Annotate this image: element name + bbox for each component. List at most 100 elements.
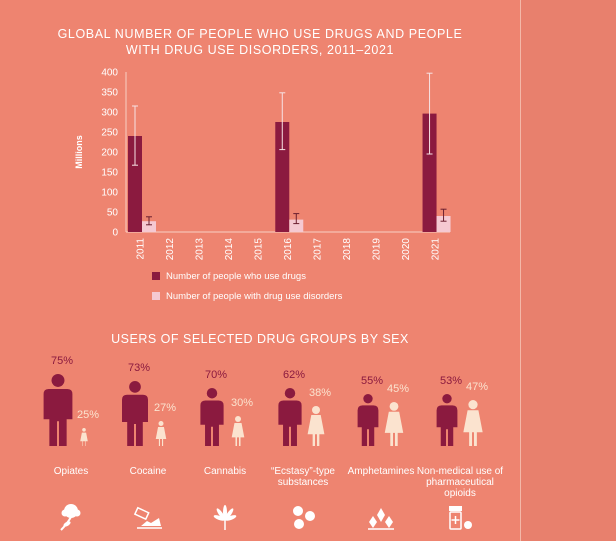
male-figure — [200, 388, 224, 446]
cannabis-leaflet — [213, 515, 226, 521]
group-label: Non-medical use of pharmaceutical opioid… — [416, 466, 504, 499]
female-percent: 30% — [231, 397, 253, 409]
cannabis-leaflet — [224, 515, 237, 521]
male-figure — [278, 388, 302, 446]
x-tick-label: 2021 — [430, 238, 441, 261]
male-percent: 53% — [440, 375, 462, 387]
male-body — [122, 394, 148, 446]
chart-title: GLOBAL NUMBER OF PEOPLE WHO USE DRUGS AN… — [57, 27, 463, 57]
bar — [142, 221, 156, 232]
bottle-cross — [451, 516, 460, 524]
pills-icon — [293, 506, 315, 529]
legend-label-disorders: Number of people with drug use disorders — [166, 290, 343, 302]
legend-swatch-disorders — [152, 292, 160, 300]
legend-swatch-users — [152, 272, 160, 280]
male-percent: 75% — [51, 355, 73, 367]
x-tick-label: 2016 — [283, 238, 294, 261]
infographic-panel — [520, 0, 521, 541]
female-body — [307, 415, 325, 446]
cocaine-icon — [133, 506, 162, 529]
male-head — [51, 374, 65, 387]
x-tick-label: 2019 — [371, 238, 382, 261]
female-head — [312, 406, 320, 414]
crystal — [377, 508, 385, 522]
pill — [464, 521, 472, 529]
crystals-icon — [368, 508, 394, 530]
y-tick-label: 250 — [101, 128, 118, 139]
female-figure — [155, 421, 167, 446]
female-body — [384, 411, 404, 446]
male-percent: 55% — [361, 375, 383, 387]
male-body — [200, 400, 224, 446]
x-tick-label: 2011 — [136, 238, 147, 260]
y-tick-label: 200 — [101, 148, 118, 159]
y-tick-label: 0 — [112, 228, 118, 239]
poppy-petal — [61, 509, 69, 517]
male-figure — [357, 394, 379, 446]
x-tick-label: 2020 — [401, 238, 412, 261]
pill-bottle-icon — [449, 506, 472, 530]
bar — [422, 113, 437, 232]
bar-chart: 0 50 100 150 200 250 300 350 400 Millions 2011 2012… — [74, 68, 451, 261]
y-tick-label: 100 — [101, 188, 118, 199]
pill — [293, 506, 303, 516]
poppy-icon — [60, 504, 81, 531]
female-percent: 45% — [387, 383, 409, 395]
male-percent: 70% — [205, 369, 227, 381]
female-percent: 25% — [77, 409, 99, 421]
bar — [128, 136, 142, 232]
group-label: Amphetamines — [347, 466, 415, 477]
legend-item-disorders: Number of people with drug use disorders — [152, 286, 342, 306]
female-figure — [384, 402, 404, 446]
group-label: “Ecstasy”-type substances — [271, 466, 335, 488]
male-head — [206, 388, 218, 399]
female-body — [463, 410, 483, 446]
x-tick-label: 2013 — [195, 238, 206, 261]
cannabis-leaflet — [216, 508, 226, 521]
male-head — [129, 381, 141, 393]
cannabis-leaflet — [224, 508, 234, 521]
female-percent: 27% — [154, 402, 176, 414]
male-body — [43, 388, 73, 446]
x-tick-label: 2012 — [165, 238, 176, 261]
male-head — [284, 388, 296, 399]
female-body — [231, 423, 245, 446]
cocaine-powder — [141, 518, 161, 526]
sex-section-title: USERS OF SELECTED DRUG GROUPS BY SEX — [111, 332, 409, 346]
female-figure — [231, 416, 245, 446]
male-head — [442, 394, 452, 404]
cannabis-leaf-icon — [213, 505, 237, 530]
male-figure — [43, 374, 73, 446]
female-figure — [80, 428, 88, 446]
pictograph: 75% 25% 73% 27% 70% 30% 62% 38% 55% 45% 53% 47% — [43, 355, 488, 446]
y-tick-label: 300 — [101, 108, 118, 119]
y-tick-label: 350 — [101, 88, 118, 99]
chart-legend: Number of people who use drugs Number of… — [152, 266, 342, 306]
x-tick-label: 2015 — [254, 238, 265, 261]
bottle-body — [449, 511, 462, 530]
poppy-leaf — [63, 521, 71, 527]
y-tick-label: 50 — [107, 208, 119, 219]
pill — [305, 511, 315, 521]
male-body — [436, 405, 458, 446]
female-percent: 38% — [309, 387, 331, 399]
female-body — [155, 427, 167, 446]
y-axis-label: Millions — [74, 135, 84, 169]
male-body — [357, 405, 379, 446]
cocaine-card — [133, 506, 150, 521]
crystal — [385, 516, 393, 528]
female-head — [235, 416, 241, 422]
group-label: Cannabis — [203, 466, 247, 477]
group-label: Opiates — [53, 466, 89, 477]
male-body — [278, 400, 302, 446]
pill — [294, 519, 304, 529]
x-tick-label: 2017 — [312, 238, 323, 261]
female-head — [158, 421, 164, 426]
bottle-cap — [449, 506, 462, 511]
female-body — [80, 432, 88, 446]
poppy-petal — [73, 509, 81, 517]
bar — [275, 122, 290, 232]
male-percent: 73% — [128, 362, 150, 374]
male-head — [363, 394, 373, 404]
bar — [436, 216, 451, 232]
